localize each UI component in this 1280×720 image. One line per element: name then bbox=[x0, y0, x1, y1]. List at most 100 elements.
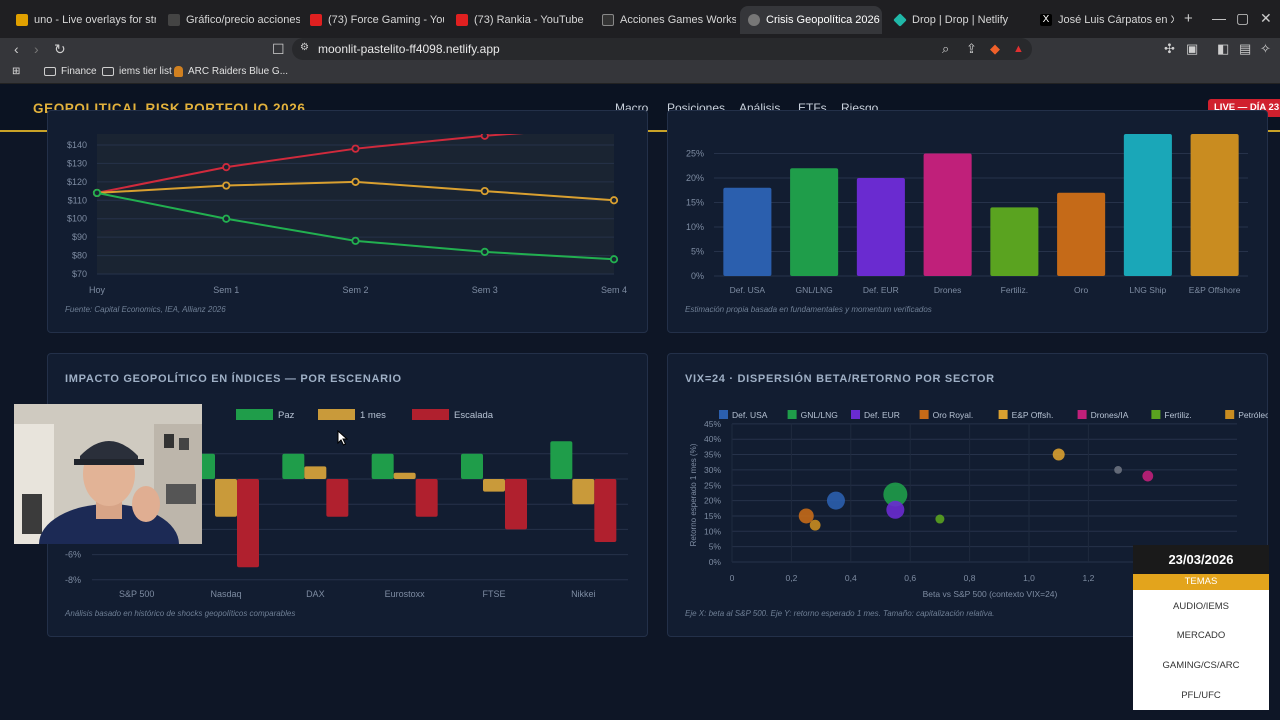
url-text[interactable]: moonlit-pastelito-ff4098.netlify.app bbox=[318, 42, 500, 56]
browser-tab[interactable]: (73) Force Gaming - YouTube bbox=[302, 6, 444, 34]
y-tick-label: $80 bbox=[72, 251, 87, 261]
bar-e-p-offshore bbox=[1190, 134, 1239, 276]
bookmark-icon[interactable]: ☐ bbox=[272, 41, 285, 57]
brave-rewards-icon[interactable]: ▲ bbox=[1013, 43, 1024, 55]
legend-label: 1 mes bbox=[360, 410, 386, 421]
legend-label: Oro Royal. bbox=[933, 410, 974, 420]
wallet-icon[interactable]: ▣ bbox=[1186, 41, 1199, 56]
series-point bbox=[222, 214, 231, 223]
series-point bbox=[92, 188, 102, 198]
y-tick-label: 10% bbox=[686, 222, 704, 232]
x-tick-label: FTSE bbox=[482, 589, 505, 599]
bookmarks-bar: ⊞ Finance iems tier list ARC Raiders Blu… bbox=[0, 62, 1280, 84]
y-tick-label: -8% bbox=[65, 575, 81, 585]
legend-label: Petróleo bbox=[1238, 410, 1268, 420]
browser-tab[interactable]: (73) Rankia - YouTube bbox=[448, 6, 590, 34]
y-tick-label: 20% bbox=[704, 496, 721, 506]
beta-scatter-note: Eje X: beta al S&P 500. Eje Y: retorno e… bbox=[685, 609, 995, 618]
browser-tab[interactable]: Drop | Drop | Netlify bbox=[886, 6, 1028, 34]
y-axis-label: Retorno esperado 1 mes (%) bbox=[689, 443, 698, 546]
omnibox[interactable] bbox=[292, 38, 1032, 60]
globe-icon bbox=[748, 14, 760, 26]
legend-swatch bbox=[1077, 410, 1087, 419]
series-point bbox=[609, 196, 619, 205]
extensions-icon[interactable]: ✣ bbox=[1164, 41, 1175, 56]
bookmark-finance[interactable]: Finance bbox=[44, 66, 97, 77]
site-info-icon[interactable]: ⚙ bbox=[300, 42, 309, 53]
reload-icon[interactable]: ↻ bbox=[54, 41, 66, 57]
oil-price-chart: $70 $80 $90 $100 $110 $120 $130 $140 Hoy Sem 1 Sem… bbox=[67, 134, 627, 295]
series-point bbox=[480, 247, 489, 256]
legend-swatch bbox=[236, 409, 273, 420]
new-tab-icon[interactable]: + bbox=[1184, 10, 1193, 27]
point-gnl-lng bbox=[883, 482, 908, 507]
bar-paz bbox=[550, 441, 573, 479]
point-drones-ia bbox=[1142, 470, 1154, 482]
x-tick-label: DAX bbox=[306, 589, 325, 599]
x-tick-label: 0,8 bbox=[964, 573, 976, 583]
y-tick-label: 5% bbox=[691, 247, 704, 257]
y-tick-label: 30% bbox=[704, 465, 721, 475]
bar-paz bbox=[371, 453, 394, 479]
minimize-icon[interactable]: — bbox=[1212, 10, 1226, 26]
x-tick-label: Sem 4 bbox=[601, 285, 627, 295]
sector-source-note: Estimación propia basada en fundamentale… bbox=[685, 305, 932, 314]
x-axis-label: Beta vs S&P 500 (contexto VIX=24) bbox=[923, 589, 1058, 599]
y-tick-label: $140 bbox=[67, 140, 87, 150]
forward-icon[interactable]: › bbox=[34, 41, 39, 57]
x-logo-icon: X bbox=[1040, 14, 1052, 26]
oil-source-note: Fuente: Capital Economics, IEA, Allianz … bbox=[65, 305, 226, 314]
mouse-cursor-icon bbox=[337, 430, 349, 446]
bar-1-mes bbox=[393, 472, 416, 479]
x-tick-label: Oro bbox=[1074, 285, 1088, 295]
bookmark-arc-raiders[interactable]: ARC Raiders Blue G... bbox=[174, 66, 288, 77]
close-window-icon[interactable]: ✕ bbox=[1260, 10, 1272, 26]
bookmark-iems[interactable]: iems tier list bbox=[102, 66, 172, 77]
x-tick-label: Sem 2 bbox=[342, 285, 368, 295]
legend-swatch bbox=[998, 410, 1008, 419]
point-oro-royal- bbox=[798, 508, 814, 524]
tab-favicon-icon bbox=[168, 14, 180, 26]
y-tick-label: 15% bbox=[704, 511, 721, 521]
back-icon[interactable]: ‹ bbox=[14, 41, 19, 57]
point-fertiliz- bbox=[935, 514, 945, 524]
brave-shield-icon[interactable]: ◆ bbox=[990, 41, 1000, 56]
y-tick-label: 0% bbox=[691, 271, 704, 281]
tab-search-icon[interactable]: ▤ bbox=[1239, 41, 1252, 56]
apps-grid-icon[interactable]: ⊞ bbox=[12, 66, 21, 77]
series-point bbox=[480, 186, 489, 196]
browser-tab[interactable]: uno - Live overlays for streamin bbox=[8, 6, 156, 34]
bar-oro bbox=[1057, 192, 1106, 276]
bar-fertiliz- bbox=[990, 207, 1039, 276]
x-tick-label: Nasdaq bbox=[210, 589, 241, 599]
x-tick-label: S&P 500 bbox=[119, 589, 154, 599]
share-icon[interactable]: ⇪ bbox=[966, 41, 977, 56]
tab-favicon-icon bbox=[602, 14, 614, 26]
bar-escalada bbox=[505, 479, 527, 530]
y-tick-label: 0% bbox=[709, 557, 722, 567]
date-topics-widget: 23/03/2026 TEMAS AUDIO/IEMS MERCADO GAMI… bbox=[1133, 545, 1269, 710]
legend-label: Fertiliz. bbox=[1164, 410, 1191, 420]
leo-ai-icon[interactable]: ✧ bbox=[1260, 41, 1271, 56]
tab-favicon-icon bbox=[16, 14, 28, 26]
browser-tab[interactable]: Acciones Games Workshop ho bbox=[594, 6, 736, 34]
bar-escalada bbox=[415, 479, 438, 517]
sidebar-icon[interactable]: ◧ bbox=[1217, 41, 1230, 56]
legend-swatch bbox=[1151, 410, 1161, 419]
y-tick-label: -6% bbox=[65, 550, 81, 560]
maximize-icon[interactable]: ▢ bbox=[1236, 10, 1250, 26]
topic-item: AUDIO/IEMS bbox=[1173, 601, 1229, 612]
browser-tab[interactable]: Gráfico/precio acciones CF: NY bbox=[160, 6, 300, 34]
y-tick-label: 5% bbox=[709, 542, 722, 552]
y-tick-label: 45% bbox=[704, 419, 721, 429]
streamer-image bbox=[14, 404, 202, 544]
bar-paz bbox=[461, 453, 483, 479]
zoom-icon[interactable]: ⌕ bbox=[942, 41, 950, 56]
y-tick-label: 25% bbox=[704, 480, 721, 490]
browser-tab-active[interactable]: Crisis Geopolítica 2026 —✕ bbox=[740, 6, 882, 34]
browser-tab-bar: uno - Live overlays for streamin Gráfico… bbox=[0, 0, 1280, 38]
legend-swatch bbox=[1225, 410, 1235, 419]
index-impact-title: IMPACTO GEOPOLÍTICO EN ÍNDICES — POR ESC… bbox=[65, 373, 402, 385]
x-tick-label: 0 bbox=[730, 573, 735, 583]
